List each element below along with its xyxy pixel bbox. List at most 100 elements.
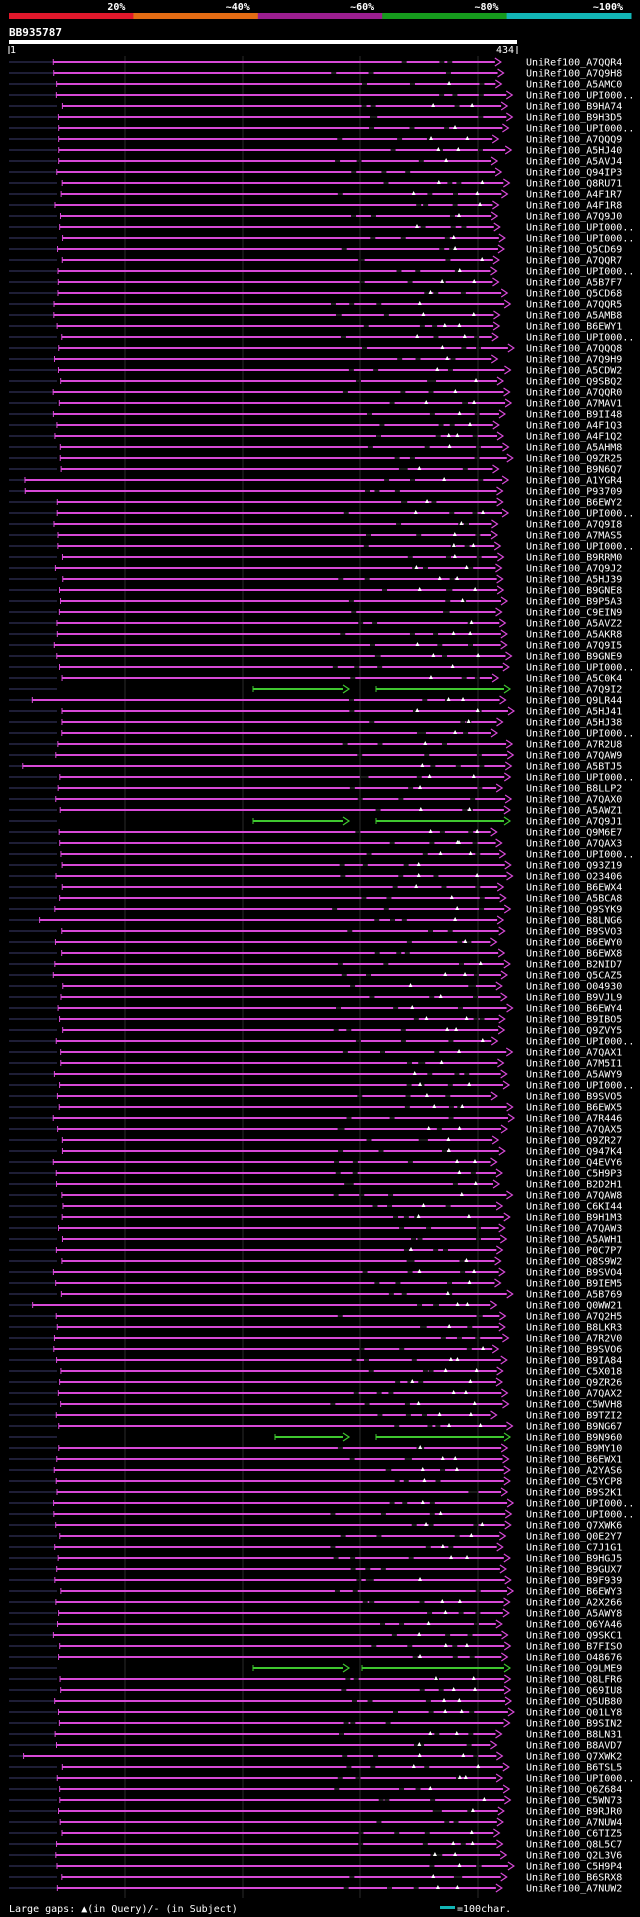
- hit-label[interactable]: UniRef100_A5AWY8: [526, 1609, 622, 1620]
- hit-label[interactable]: UniRef100_A5AHM8: [526, 443, 622, 454]
- hit-label[interactable]: UniRef100_B6EWX8: [526, 949, 622, 960]
- hit-label[interactable]: UniRef100_UPI000..: [526, 223, 634, 234]
- hit-label[interactable]: UniRef100_B7FISO: [526, 1642, 622, 1653]
- hit-label[interactable]: UniRef100_A7NUW4: [526, 1818, 622, 1829]
- hit-label[interactable]: UniRef100_A7QAX2: [526, 1389, 622, 1400]
- hit-label[interactable]: UniRef100_Q7XWK2: [526, 1752, 622, 1763]
- hit-label[interactable]: UniRef100_B9IEM5: [526, 1279, 622, 1290]
- hit-label[interactable]: UniRef100_A5AWH1: [526, 1235, 622, 1246]
- hit-label[interactable]: UniRef100_O04930: [526, 982, 622, 993]
- hit-label[interactable]: UniRef100_B6EWY3: [526, 1587, 622, 1598]
- hit-label[interactable]: UniRef100_P0C7P7: [526, 1246, 622, 1257]
- hit-label[interactable]: UniRef100_A7R2V0: [526, 1334, 622, 1345]
- hit-label[interactable]: UniRef100_Q9LME9: [526, 1664, 622, 1675]
- hit-label[interactable]: UniRef100_A7QQR4: [526, 58, 622, 69]
- hit-label[interactable]: UniRef100_A7Q9J0: [526, 212, 622, 223]
- hit-label[interactable]: UniRef100_A2X266: [526, 1598, 622, 1609]
- hit-label[interactable]: UniRef100_A5B7F7: [526, 278, 622, 289]
- hit-label[interactable]: UniRef100_B8AVD7: [526, 1741, 622, 1752]
- hit-label[interactable]: UniRef100_B9F939: [526, 1576, 622, 1587]
- hit-label[interactable]: UniRef100_Q4EVY6: [526, 1158, 622, 1169]
- hit-label[interactable]: UniRef100_A7R2U8: [526, 740, 622, 751]
- hit-label[interactable]: UniRef100_A7QAX0: [526, 795, 622, 806]
- hit-label[interactable]: UniRef100_A7R446: [526, 1114, 622, 1125]
- hit-label[interactable]: UniRef100_B9HA74: [526, 102, 622, 113]
- hit-label[interactable]: UniRef100_A7QQR7: [526, 256, 622, 267]
- hit-label[interactable]: UniRef100_B2D2H1: [526, 1180, 622, 1191]
- hit-label[interactable]: UniRef100_A5B769: [526, 1290, 622, 1301]
- hit-label[interactable]: UniRef100_Q8LFR6: [526, 1675, 622, 1686]
- hit-label[interactable]: UniRef100_A5AKR8: [526, 630, 622, 641]
- hit-label[interactable]: UniRef100_A5AWY9: [526, 1070, 622, 1081]
- hit-label[interactable]: UniRef100_B9HGJ5: [526, 1554, 622, 1565]
- hit-label[interactable]: UniRef100_B6SRX8: [526, 1873, 622, 1884]
- hit-label[interactable]: UniRef100_A7Q9I8: [526, 520, 622, 531]
- hit-label[interactable]: UniRef100_B9II48: [526, 410, 622, 421]
- hit-label[interactable]: UniRef100_B9TZI2: [526, 1411, 622, 1422]
- hit-label[interactable]: UniRef100_Q6YA46: [526, 1620, 622, 1631]
- hit-label[interactable]: UniRef100_A7M5I1: [526, 1059, 622, 1070]
- hit-label[interactable]: UniRef100_A7QAX1: [526, 1048, 622, 1059]
- hit-label[interactable]: UniRef100_A7QAX5: [526, 1125, 622, 1136]
- hit-label[interactable]: UniRef100_B6EWX5: [526, 1103, 622, 1114]
- hit-label[interactable]: UniRef100_UPI000..: [526, 234, 634, 245]
- hit-label[interactable]: UniRef100_A1YGR4: [526, 476, 622, 487]
- hit-label[interactable]: UniRef100_Q6Z684: [526, 1785, 622, 1796]
- hit-label[interactable]: UniRef100_B9MY10: [526, 1444, 622, 1455]
- hit-label[interactable]: UniRef100_UPI000..: [526, 333, 634, 344]
- hit-label[interactable]: UniRef100_UPI000..: [526, 663, 634, 674]
- hit-label[interactable]: UniRef100_C5X018: [526, 1367, 622, 1378]
- hit-label[interactable]: UniRef100_B6EWX4: [526, 883, 622, 894]
- hit-label[interactable]: UniRef100_Q8RU71: [526, 179, 622, 190]
- hit-label[interactable]: UniRef100_A5CDW2: [526, 366, 622, 377]
- hit-label[interactable]: UniRef100_A7Q9I5: [526, 641, 622, 652]
- hit-label[interactable]: UniRef100_B9N6Q7: [526, 465, 622, 476]
- hit-label[interactable]: UniRef100_UPI000..: [526, 773, 634, 784]
- hit-label[interactable]: UniRef100_B9RRM0: [526, 553, 622, 564]
- hit-label[interactable]: UniRef100_Q9ZVY5: [526, 1026, 622, 1037]
- hit-label[interactable]: UniRef100_Q5CD69: [526, 245, 622, 256]
- hit-label[interactable]: UniRef100_A7QQR0: [526, 388, 622, 399]
- hit-label[interactable]: UniRef100_A7Q9J2: [526, 564, 622, 575]
- hit-label[interactable]: UniRef100_B9IA84: [526, 1356, 622, 1367]
- hit-label[interactable]: UniRef100_P93709: [526, 487, 622, 498]
- hit-label[interactable]: UniRef100_C6TIZ5: [526, 1829, 622, 1840]
- hit-label[interactable]: UniRef100_UPI000..: [526, 729, 634, 740]
- hit-label[interactable]: UniRef100_A5AMB8: [526, 311, 622, 322]
- hit-label[interactable]: UniRef100_A7Q9H8: [526, 69, 622, 80]
- hit-label[interactable]: UniRef100_B6EWY0: [526, 938, 622, 949]
- hit-label[interactable]: UniRef100_B9SVO4: [526, 1268, 622, 1279]
- hit-label[interactable]: UniRef100_B9P5A3: [526, 597, 622, 608]
- hit-label[interactable]: UniRef100_B9NG67: [526, 1422, 622, 1433]
- hit-label[interactable]: UniRef100_A7Q9J1: [526, 817, 622, 828]
- hit-label[interactable]: UniRef100_C5H9P3: [526, 1169, 622, 1180]
- hit-label[interactable]: UniRef100_C5WVH8: [526, 1400, 622, 1411]
- hit-label[interactable]: UniRef100_Q9ZR27: [526, 1136, 622, 1147]
- hit-label[interactable]: UniRef100_A7Q9H9: [526, 355, 622, 366]
- hit-label[interactable]: UniRef100_Q93Z19: [526, 861, 622, 872]
- hit-label[interactable]: UniRef100_A4F1R7: [526, 190, 622, 201]
- hit-label[interactable]: UniRef100_A4F1Q3: [526, 421, 622, 432]
- hit-label[interactable]: UniRef100_A4F1Q2: [526, 432, 622, 443]
- hit-label[interactable]: UniRef100_C6KI44: [526, 1202, 622, 1213]
- hit-label[interactable]: UniRef100_UPI000..: [526, 1510, 634, 1521]
- hit-label[interactable]: UniRef100_B9N960: [526, 1433, 622, 1444]
- hit-label[interactable]: UniRef100_UPI000..: [526, 1037, 634, 1048]
- hit-label[interactable]: UniRef100_O23406: [526, 872, 622, 883]
- hit-label[interactable]: UniRef100_C5H9P4: [526, 1862, 622, 1873]
- hit-label[interactable]: UniRef100_A5BCA8: [526, 894, 622, 905]
- hit-label[interactable]: UniRef100_B8LNG6: [526, 916, 622, 927]
- hit-label[interactable]: UniRef100_A7QQQ9: [526, 135, 622, 146]
- hit-label[interactable]: UniRef100_B9VJL9: [526, 993, 622, 1004]
- hit-label[interactable]: UniRef100_C5YCP8: [526, 1477, 622, 1488]
- hit-label[interactable]: UniRef100_Q69IU8: [526, 1686, 622, 1697]
- hit-label[interactable]: UniRef100_UPI000..: [526, 267, 634, 278]
- hit-label[interactable]: UniRef100_B8LLP2: [526, 784, 622, 795]
- hit-label[interactable]: UniRef100_C7J1G1: [526, 1543, 622, 1554]
- hit-label[interactable]: UniRef100_A7QAW8: [526, 1191, 622, 1202]
- hit-label[interactable]: UniRef100_A5C0K4: [526, 674, 622, 685]
- hit-label[interactable]: UniRef100_A7QQR5: [526, 300, 622, 311]
- hit-label[interactable]: UniRef100_Q94IP3: [526, 168, 622, 179]
- hit-label[interactable]: UniRef100_Q9SBQ2: [526, 377, 622, 388]
- hit-label[interactable]: UniRef100_B6EWY4: [526, 1004, 622, 1015]
